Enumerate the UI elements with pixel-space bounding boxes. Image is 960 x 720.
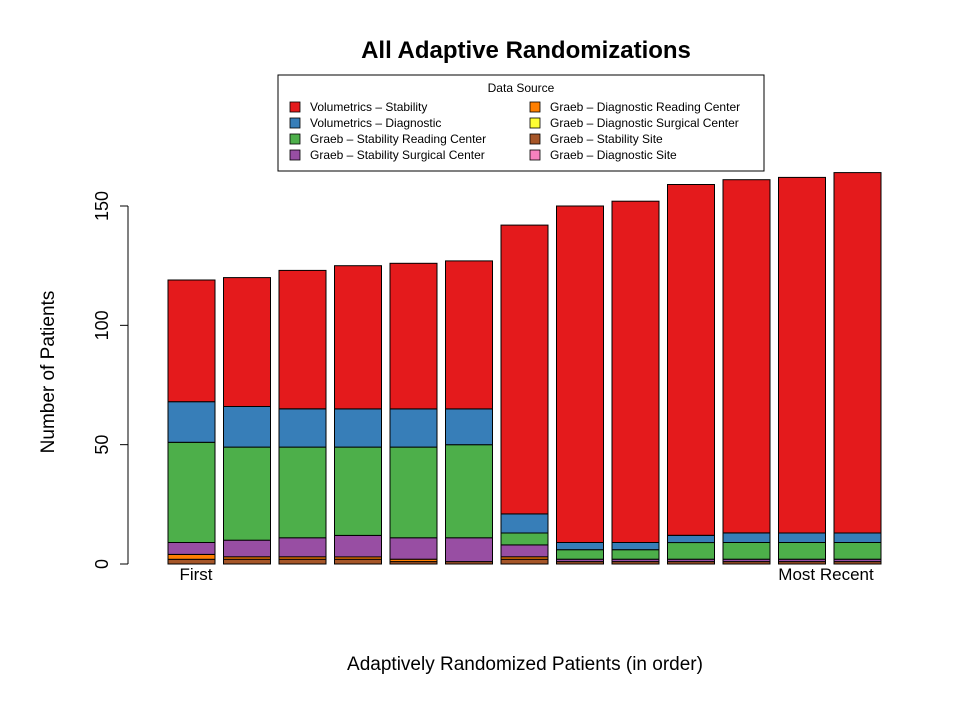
bar-segment <box>223 277 271 407</box>
y-tick-label: 150 <box>92 191 112 221</box>
bar-segment <box>833 542 882 560</box>
bar-segment <box>278 446 327 539</box>
legend: Data Source Volumetrics – StabilityVolum… <box>277 74 765 172</box>
bar-segment <box>167 542 216 555</box>
bar-segment <box>556 542 604 551</box>
legend-label: Graeb – Stability Reading Center <box>310 132 486 146</box>
legend-title: Data Source <box>488 81 555 95</box>
bar-segment <box>223 406 271 448</box>
bar-segment <box>500 224 549 515</box>
legend-items: Volumetrics – Stability Volumetrics – Dia… <box>289 100 740 162</box>
bar-segment <box>778 532 826 543</box>
bar-segment <box>667 542 715 560</box>
legend-swatch <box>289 149 301 161</box>
bar-segment <box>500 513 549 534</box>
bar-segment <box>167 558 216 565</box>
plot-area: 0 50 100 150 <box>92 172 882 569</box>
legend-box <box>277 74 765 172</box>
bars <box>167 172 882 565</box>
bar-segment <box>334 446 382 536</box>
bar-segment <box>722 532 771 543</box>
bar-segment <box>611 542 660 551</box>
bar-segment <box>278 537 327 558</box>
bar-segment <box>278 408 327 448</box>
bar-segment <box>445 444 493 539</box>
legend-label: Graeb – Diagnostic Reading Center <box>550 100 740 114</box>
legend-label: Graeb – Stability Site <box>550 132 663 146</box>
y-tick-label: 0 <box>92 559 112 569</box>
legend-label: Volumetrics – Diagnostic <box>310 116 441 130</box>
legend-swatch <box>529 101 541 113</box>
bar-segment <box>667 534 715 544</box>
legend-swatch <box>289 117 301 129</box>
bar-segment <box>445 537 493 563</box>
bar-segment <box>500 532 549 546</box>
last-category-label: Most Recent <box>778 565 874 584</box>
bar-segment <box>389 537 438 560</box>
legend-swatch <box>529 133 541 145</box>
bar-segment <box>167 441 216 543</box>
bar-segment <box>722 179 771 534</box>
y-tick-label: 50 <box>92 435 112 455</box>
bar-segment <box>167 279 216 403</box>
bar-segment <box>334 558 382 565</box>
bar-segment <box>611 200 660 543</box>
legend-label: Volumetrics – Stability <box>310 100 427 114</box>
bar-segment <box>389 408 438 448</box>
bar-segment <box>223 558 271 565</box>
legend-label: Graeb – Diagnostic Surgical Center <box>550 116 739 130</box>
bar-segment <box>389 446 438 539</box>
legend-swatch <box>289 133 301 145</box>
bar-segment <box>445 408 493 446</box>
legend-swatch <box>529 149 541 161</box>
bar-segment <box>278 269 327 410</box>
bar-segment <box>334 265 382 410</box>
bar-segment <box>778 176 826 534</box>
bar-segment <box>500 558 549 565</box>
bar-segment <box>722 542 771 560</box>
bar-segment <box>167 554 216 560</box>
bar-segment <box>167 401 216 443</box>
y-axis-label: Number of Patients <box>38 291 59 454</box>
bar-segment <box>833 172 882 534</box>
bar-segment <box>833 532 882 543</box>
y-axis: 0 50 100 150 <box>92 191 129 569</box>
chart-title: All Adaptive Randomizations <box>361 37 691 64</box>
bar-segment <box>334 534 382 558</box>
bar-segment <box>445 260 493 410</box>
legend-swatch <box>289 101 301 113</box>
bar-segment <box>334 408 382 448</box>
first-category-label: First <box>179 565 212 584</box>
bar-segment <box>556 549 604 560</box>
bar-segment <box>223 446 271 541</box>
x-axis-label: Adaptively Randomized Patients (in order… <box>347 654 703 675</box>
bar-segment <box>611 549 660 560</box>
bar-segment <box>500 544 549 558</box>
bar-segment <box>278 558 327 565</box>
bar-segment <box>556 205 604 543</box>
legend-label: Graeb – Diagnostic Site <box>550 148 677 162</box>
legend-swatch <box>529 117 541 129</box>
bar-segment <box>778 542 826 560</box>
bar-segment <box>667 184 715 536</box>
bar-segment <box>223 539 271 558</box>
bar-segment <box>389 262 438 410</box>
y-tick-label: 100 <box>92 310 112 340</box>
legend-label: Graeb – Stability Surgical Center <box>310 148 485 162</box>
